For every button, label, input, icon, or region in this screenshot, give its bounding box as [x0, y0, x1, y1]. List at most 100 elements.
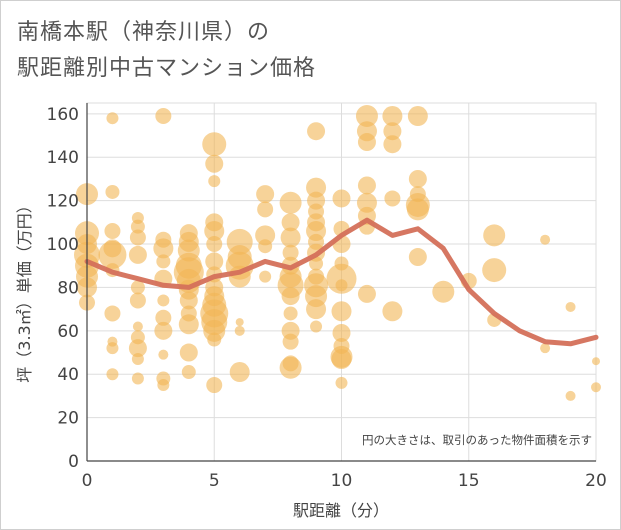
bubble-point — [591, 382, 601, 393]
y-tick-label: 120 — [47, 192, 79, 212]
bubble-point — [483, 224, 506, 247]
y-tick-label: 100 — [47, 235, 79, 255]
bubble-point — [282, 244, 299, 261]
bubble-point — [356, 192, 377, 213]
y-tick-label: 160 — [47, 105, 79, 125]
bubble-point — [128, 245, 147, 264]
y-axis-title: 坪（3.3㎡）単価（万円） — [15, 197, 34, 382]
bubble-point — [383, 122, 402, 141]
bubble-point — [281, 287, 300, 306]
bubble-point — [179, 291, 198, 310]
bubble-point — [282, 333, 299, 350]
bubble-point — [104, 305, 121, 322]
bubble-point — [229, 362, 250, 383]
bubble-point — [332, 189, 351, 208]
bubble-point — [206, 236, 223, 253]
bubble-point — [208, 175, 221, 188]
bubble-point — [106, 368, 119, 381]
bubble-point — [207, 332, 222, 347]
bubble-point — [154, 321, 173, 340]
y-tick-label: 40 — [57, 365, 79, 385]
bubble-point — [540, 234, 551, 245]
bubble-point — [181, 365, 196, 380]
bubble-point — [104, 223, 121, 240]
bubble-point — [307, 122, 326, 141]
bubble-point — [235, 318, 244, 327]
y-tick-label: 60 — [57, 322, 79, 342]
bubble-point — [331, 301, 352, 322]
bubble-point — [132, 321, 143, 332]
bubble-point — [205, 154, 224, 173]
axes: 0 20 40 60 80 100 120 140 160 0 5 10 15 20 — [47, 103, 607, 491]
x-tick-label: 0 — [82, 471, 93, 491]
bubble-point — [155, 309, 172, 326]
x-tick-label: 20 — [585, 471, 607, 491]
trend-line-series — [84, 217, 599, 347]
bubble-point — [565, 301, 576, 312]
bubble-point — [406, 198, 429, 221]
bubble-point — [326, 263, 357, 294]
y-tick-label: 0 — [68, 452, 79, 472]
bubble-size-note: 円の大きさは、取引のあった物件面積を示す — [362, 433, 592, 447]
bubble-point — [407, 106, 428, 127]
x-axis-title: 駅距離（分） — [293, 501, 389, 520]
bubble-point — [178, 314, 199, 335]
bubble-point — [255, 225, 276, 246]
bubble-point — [128, 339, 147, 358]
bubble-point — [357, 284, 376, 303]
bubble-point — [332, 323, 351, 342]
bubble-point — [131, 353, 144, 366]
trend-line — [84, 217, 599, 347]
bubble-point — [204, 221, 225, 242]
bubble-point — [357, 176, 376, 195]
bubble-point — [335, 376, 348, 389]
bubble-point — [98, 240, 127, 269]
bubble-point — [130, 219, 145, 234]
bubble-point — [382, 301, 403, 322]
bubble-point — [309, 256, 324, 271]
bubble-point — [259, 270, 272, 283]
bubble-point — [158, 349, 169, 360]
bubble-point — [156, 254, 171, 269]
bubble-point — [408, 169, 427, 188]
bubble-point — [257, 201, 274, 218]
x-tick-label: 5 — [209, 471, 220, 491]
bubble-point — [408, 248, 427, 267]
bubble-point — [234, 325, 245, 336]
bubble-point — [306, 299, 327, 320]
bubble-point — [129, 292, 146, 309]
bubble-point — [205, 252, 224, 271]
y-tick-label: 20 — [57, 409, 79, 429]
bubble-point — [157, 294, 170, 307]
bubble-point — [157, 379, 170, 392]
bubble-point — [256, 185, 275, 204]
y-tick-label: 140 — [47, 148, 79, 168]
bubble-point — [281, 213, 300, 232]
bubble-point — [592, 357, 600, 366]
bubble-point — [279, 191, 302, 214]
x-tick-label: 15 — [458, 471, 480, 491]
bubble-point — [179, 343, 198, 362]
bubble-point — [106, 112, 119, 125]
bubble-point — [155, 108, 172, 125]
bubble-point — [129, 229, 146, 246]
y-tick-label: 80 — [57, 278, 79, 298]
bubble-point — [482, 258, 507, 283]
bubble-point — [206, 377, 223, 394]
chart-title-line-2: 駅距離別中古マンション価格 — [17, 56, 317, 81]
bubble-point — [202, 132, 227, 157]
bubble-point — [357, 133, 376, 152]
x-tick-label: 10 — [331, 471, 353, 491]
bubble-point — [279, 356, 302, 379]
bubble-point — [105, 184, 120, 199]
bubble-point — [310, 320, 323, 333]
bubble-point — [331, 349, 352, 370]
bubble-point — [540, 343, 551, 354]
bubble-point — [283, 306, 298, 321]
bubble-point — [382, 106, 403, 127]
chart-title-line-1: 南橋本駅（神奈川県）の — [17, 20, 271, 45]
bubble-point — [130, 280, 145, 295]
bubble-point — [131, 372, 144, 385]
bubble-point — [383, 135, 402, 154]
